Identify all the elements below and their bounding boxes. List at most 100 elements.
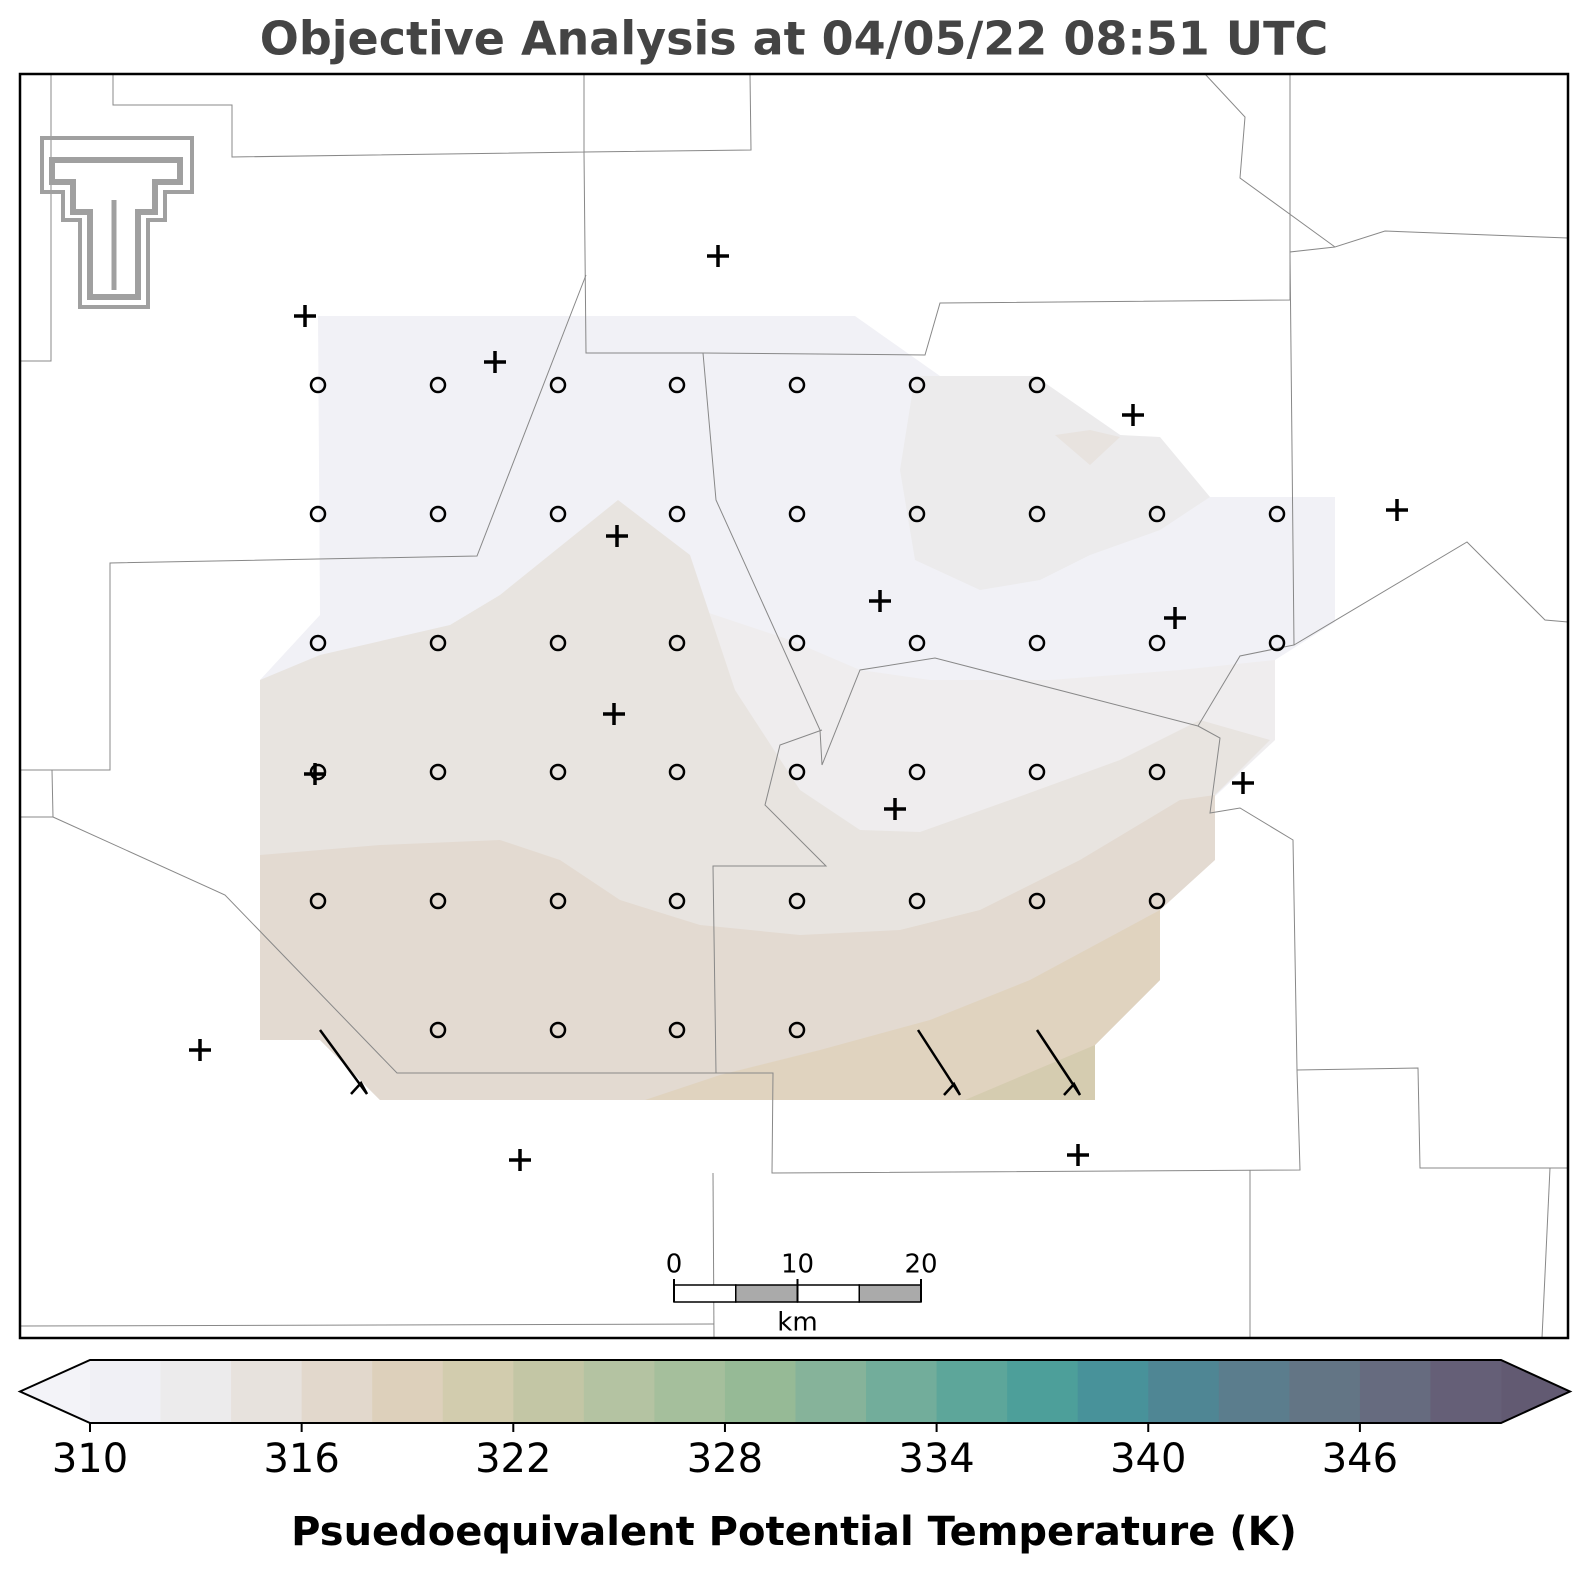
grid-station xyxy=(549,763,567,781)
colorbar-cell xyxy=(442,1360,514,1423)
grid-station xyxy=(1148,763,1166,781)
colorbar-tick-label: 340 xyxy=(1110,1436,1186,1482)
grid-station xyxy=(549,1021,567,1039)
colorbar-label: Psuedoequivalent Potential Temperature (… xyxy=(291,1509,1297,1555)
grid-station xyxy=(788,763,806,781)
colorbar-cell xyxy=(372,1360,444,1423)
observation-station xyxy=(294,305,316,327)
fill-region xyxy=(1055,430,1120,465)
scale-segment xyxy=(858,1284,922,1303)
colorbar-cell xyxy=(1007,1360,1079,1423)
colorbar-cell xyxy=(724,1360,796,1423)
observation-station xyxy=(884,798,906,820)
observation-station xyxy=(603,703,625,725)
grid-station xyxy=(788,505,806,523)
colorbar-tick-label: 346 xyxy=(1322,1436,1398,1482)
scale-segment xyxy=(673,1284,737,1303)
grid-station xyxy=(1268,505,1286,523)
grid-station xyxy=(1148,634,1166,652)
colorbar-cell xyxy=(160,1360,232,1423)
grid-station xyxy=(549,505,567,523)
colorbar-tick-label: 322 xyxy=(475,1436,551,1482)
grid-station xyxy=(429,376,447,394)
map: 0 10 20 km xyxy=(18,72,1570,1340)
colorbar-cell xyxy=(301,1360,373,1423)
colorbar-tick-label: 334 xyxy=(898,1436,974,1482)
observation-station xyxy=(1386,499,1408,521)
grid-station xyxy=(788,634,806,652)
grid-station xyxy=(309,376,327,394)
grid-station xyxy=(668,505,686,523)
grid-station xyxy=(309,505,327,523)
grid-station xyxy=(788,376,806,394)
grid-station xyxy=(668,634,686,652)
grid-station xyxy=(668,892,686,910)
observation-station xyxy=(1122,404,1144,426)
grid-station xyxy=(549,634,567,652)
colorbar-cell xyxy=(1148,1360,1220,1423)
grid-station xyxy=(908,634,926,652)
grid-station xyxy=(668,376,686,394)
grid-station xyxy=(309,634,327,652)
scale-unit: km xyxy=(777,1308,817,1338)
colorbar-cell xyxy=(866,1360,938,1423)
title: Objective Analysis at 04/05/22 08:51 UTC xyxy=(260,12,1329,66)
scale-bar: 0 10 20 km xyxy=(666,1250,938,1338)
grid-station xyxy=(668,763,686,781)
observation-station xyxy=(1232,772,1254,794)
grid-station xyxy=(1148,892,1166,910)
observation-station xyxy=(707,245,729,267)
scale-segment xyxy=(796,1284,860,1303)
grid-station xyxy=(429,892,447,910)
grid-station xyxy=(309,763,327,781)
grid-station xyxy=(1028,892,1046,910)
observation-station xyxy=(1164,607,1186,629)
colorbar-cell xyxy=(1218,1360,1290,1423)
grid-station xyxy=(908,892,926,910)
grid-station xyxy=(429,634,447,652)
observation-station xyxy=(869,590,891,612)
observation-station xyxy=(189,1039,211,1061)
colorbar-cell xyxy=(1289,1360,1361,1423)
grid-station xyxy=(788,1021,806,1039)
grid-station xyxy=(429,1021,447,1039)
grid-station xyxy=(1268,634,1286,652)
observation-station xyxy=(1067,1144,1089,1166)
colorbar-under xyxy=(20,1360,90,1423)
colorbar-cell xyxy=(1430,1360,1502,1423)
colorbar: 310 316 322 328 334 340 346 xyxy=(17,1359,1573,1482)
colorbar-cell xyxy=(231,1360,303,1423)
grid-station xyxy=(1028,763,1046,781)
colorbar-cell xyxy=(654,1360,726,1423)
scale-tick-label: 10 xyxy=(781,1250,814,1280)
grid-station xyxy=(1028,505,1046,523)
grid-station xyxy=(1148,505,1166,523)
observation-station xyxy=(304,763,326,785)
grid-station xyxy=(429,505,447,523)
map-frame xyxy=(18,72,1570,1340)
grid-station xyxy=(788,892,806,910)
grid-station xyxy=(668,1021,686,1039)
colorbar-cell xyxy=(795,1360,867,1423)
grid-station xyxy=(309,892,327,910)
colorbar-tick-label: 316 xyxy=(263,1436,339,1482)
observation-station xyxy=(484,351,506,373)
county-lines xyxy=(19,73,1569,1339)
grid-station xyxy=(908,505,926,523)
observation-station xyxy=(606,525,628,547)
scale-tick-label: 20 xyxy=(904,1250,937,1280)
scale-tick-label: 0 xyxy=(666,1250,683,1280)
colorbar-cell xyxy=(90,1360,162,1423)
grid-station xyxy=(1028,376,1046,394)
grid-station xyxy=(908,376,926,394)
colorbar-cell xyxy=(936,1360,1008,1423)
fill-region xyxy=(965,1045,1095,1100)
colorbar-tick-label: 328 xyxy=(687,1436,763,1482)
observation-station xyxy=(509,1149,531,1171)
colorbar-cell xyxy=(1077,1360,1149,1423)
grid-station xyxy=(908,763,926,781)
fill-region xyxy=(645,910,1160,1100)
scale-segment xyxy=(735,1284,799,1303)
grid-station xyxy=(549,892,567,910)
